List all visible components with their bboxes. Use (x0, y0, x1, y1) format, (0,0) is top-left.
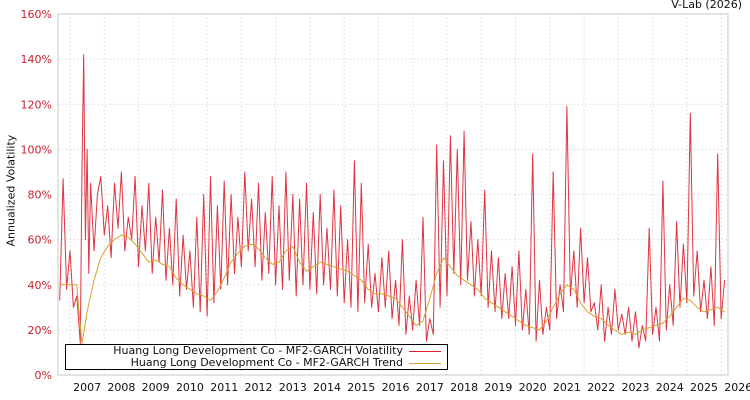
y-axis-label: Annualized Volatility (4, 134, 18, 247)
x-tick-label: 2013 (279, 381, 307, 394)
y-tick-label: 100% (21, 143, 52, 156)
x-axis-ticks: 2007 2008 2009 2010 2011 2012 2013 2014 2015 2016… (73, 381, 750, 394)
y-tick-label: 0% (35, 369, 52, 382)
y-tick-label: 40% (28, 279, 52, 292)
x-tick-label: 2018 (450, 381, 478, 394)
x-tick-label: 2017 (416, 381, 444, 394)
x-tick-label: 2019 (484, 381, 512, 394)
legend-label-trend: Huang Long Development Co - MF2-GARCH Tr… (130, 356, 403, 369)
legend-swatch-volatility (409, 350, 441, 352)
y-tick-label: 20% (28, 324, 52, 337)
y-axis-ticks: 0% 20% 40% 60% 80% 100% 120% 140% 160% (21, 8, 52, 382)
y-tick-label: 140% (21, 53, 52, 66)
legend-item-volatility: Huang Long Development Co - MF2-GARCH Vo… (113, 345, 441, 357)
legend-swatch-trend (409, 362, 441, 364)
x-tick-label: 2016 (382, 381, 410, 394)
x-tick-label: 2021 (553, 381, 581, 394)
trend-line (59, 234, 725, 344)
chart-legend: Huang Long Development Co - MF2-GARCH Vo… (65, 344, 448, 370)
x-tick-label: 2015 (347, 381, 375, 394)
x-tick-label: 2007 (73, 381, 101, 394)
chart-credit: V-Lab (2026) (671, 0, 742, 11)
x-tick-label: 2025 (690, 381, 718, 394)
legend-label-volatility: Huang Long Development Co - MF2-GARCH Vo… (113, 344, 403, 357)
x-tick-label: 2024 (656, 381, 684, 394)
x-tick-label: 2026 (724, 381, 750, 394)
x-tick-label: 2014 (313, 381, 341, 394)
x-tick-label: 2023 (621, 381, 649, 394)
x-tick-label: 2009 (142, 381, 170, 394)
y-tick-label: 120% (21, 98, 52, 111)
x-tick-label: 2020 (519, 381, 547, 394)
series-lines (59, 54, 726, 349)
x-tick-label: 2011 (210, 381, 238, 394)
y-tick-label: 160% (21, 8, 52, 21)
plot-frame (57, 13, 729, 376)
y-tick-label: 80% (28, 189, 52, 202)
volatility-line (59, 54, 726, 349)
x-tick-label: 2008 (107, 381, 135, 394)
x-tick-label: 2012 (244, 381, 272, 394)
x-tick-label: 2010 (176, 381, 204, 394)
legend-item-trend: Huang Long Development Co - MF2-GARCH Tr… (131, 357, 441, 369)
y-tick-label: 60% (28, 234, 52, 247)
grid-lines (58, 14, 728, 375)
x-tick-label: 2022 (587, 381, 615, 394)
